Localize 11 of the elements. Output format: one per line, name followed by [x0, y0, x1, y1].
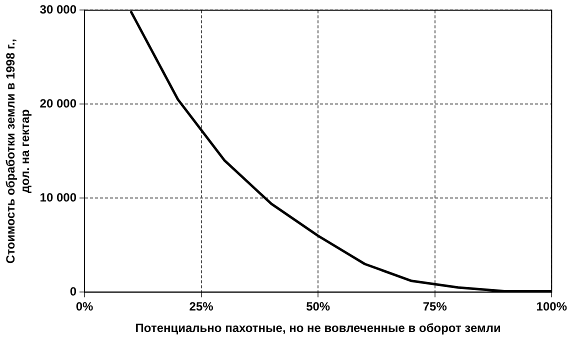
x-tick-label: 25% [189, 300, 214, 314]
y-tick-label: 0 [70, 284, 77, 299]
y-tick-label: 10 000 [40, 190, 77, 205]
x-tick-label: 0% [76, 300, 94, 314]
y-tick-label: 20 000 [40, 96, 77, 111]
y-axis-title: Стоимость обработки земли в 1998 г., дол. на гектар [4, 38, 32, 264]
x-axis-title: Потенциально пахотные, но не вовлеченные в оборот земли [135, 321, 501, 336]
x-tick-label: 75% [422, 300, 448, 314]
x-tick-label: 100% [536, 300, 568, 314]
y-tick-label: 30 000 [40, 2, 77, 17]
x-tick-label: 50% [306, 300, 330, 314]
